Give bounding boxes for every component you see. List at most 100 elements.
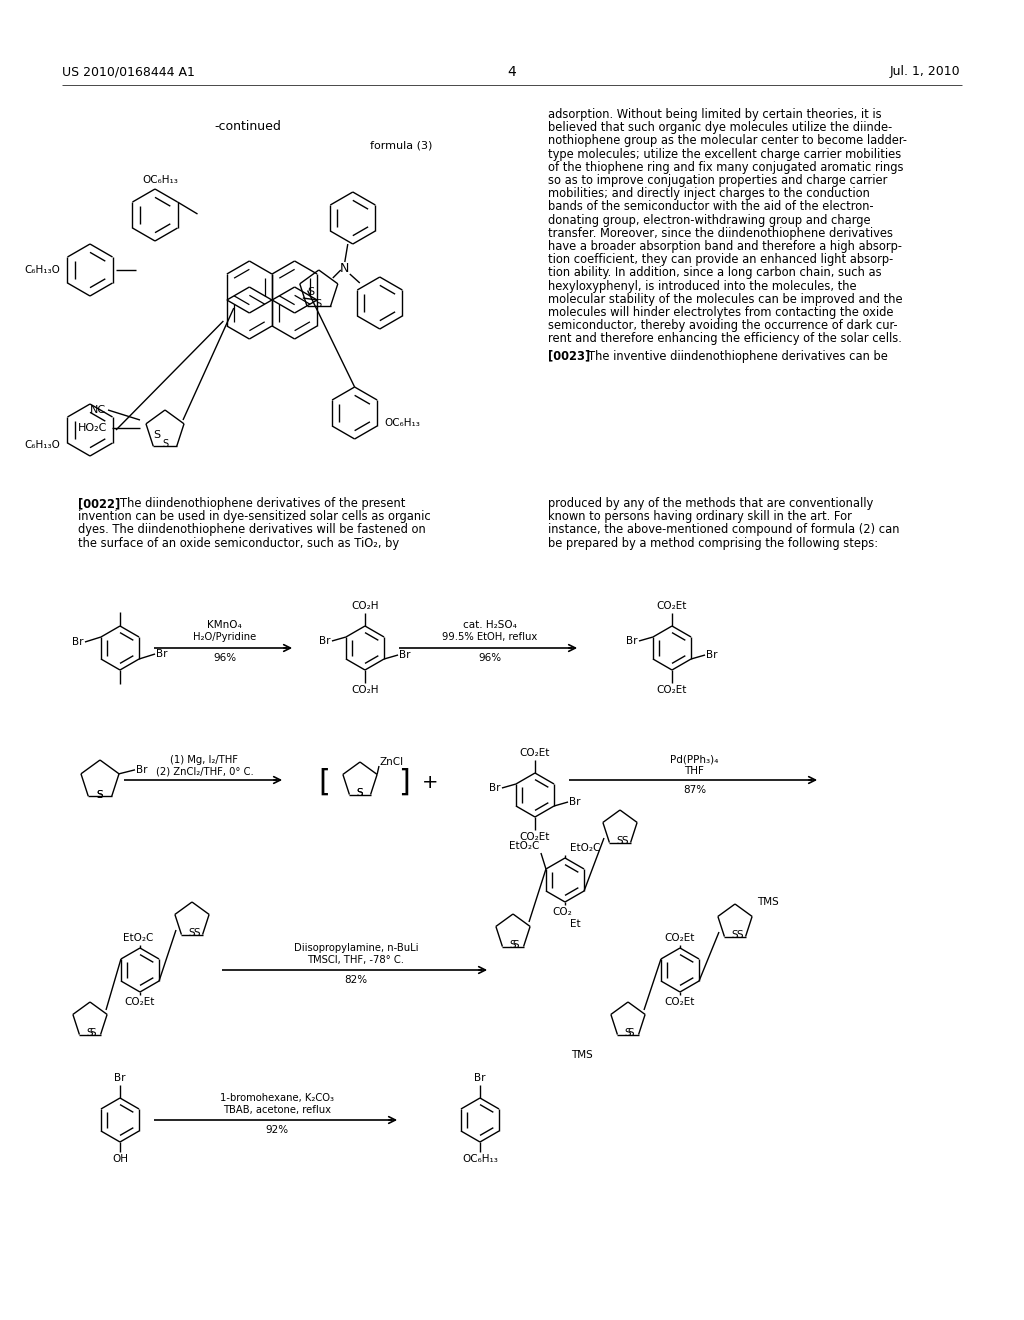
Text: CO₂Et: CO₂Et xyxy=(665,933,695,942)
Text: have a broader absorption band and therefore a high absorp-: have a broader absorption band and there… xyxy=(548,240,902,253)
Text: Br: Br xyxy=(627,636,638,645)
Text: [0023]: [0023] xyxy=(548,350,590,363)
Text: S: S xyxy=(732,931,738,940)
Text: (2) ZnCl₂/THF, 0° C.: (2) ZnCl₂/THF, 0° C. xyxy=(156,767,253,777)
Text: Br: Br xyxy=(319,636,331,645)
Text: nothiophene group as the molecular center to become ladder-: nothiophene group as the molecular cente… xyxy=(548,135,907,148)
Text: S: S xyxy=(307,286,314,297)
Text: C₆H₁₃O: C₆H₁₃O xyxy=(25,440,60,450)
Text: rent and therefore enhancing the efficiency of the solar cells.: rent and therefore enhancing the efficie… xyxy=(548,333,902,346)
Text: Br: Br xyxy=(115,1073,126,1082)
Text: molecules will hinder electrolytes from contacting the oxide: molecules will hinder electrolytes from … xyxy=(548,306,894,319)
Text: S: S xyxy=(628,1028,634,1038)
Text: TMSCl, THF, -78° C.: TMSCl, THF, -78° C. xyxy=(307,954,404,965)
Text: [0022]: [0022] xyxy=(78,498,120,510)
Text: semiconductor, thereby avoiding the occurrence of dark cur-: semiconductor, thereby avoiding the occu… xyxy=(548,319,898,333)
Text: H₂O/Pyridine: H₂O/Pyridine xyxy=(193,632,256,642)
Text: 82%: 82% xyxy=(344,975,368,985)
Text: Et: Et xyxy=(569,919,581,929)
Text: molecular stability of the molecules can be improved and the: molecular stability of the molecules can… xyxy=(548,293,902,306)
Text: adsorption. Without being limited by certain theories, it is: adsorption. Without being limited by cer… xyxy=(548,108,882,121)
Text: Jul. 1, 2010: Jul. 1, 2010 xyxy=(890,66,961,78)
Text: CO₂: CO₂ xyxy=(552,907,571,917)
Text: EtO₂C: EtO₂C xyxy=(123,933,154,942)
Text: KMnO₄: KMnO₄ xyxy=(207,620,242,630)
Text: N: N xyxy=(340,261,349,275)
Text: Br: Br xyxy=(489,783,501,793)
Text: Br: Br xyxy=(136,764,147,775)
Text: CO₂Et: CO₂Et xyxy=(656,685,687,696)
Text: CO₂Et: CO₂Et xyxy=(520,832,550,842)
Text: tion coefficient, they can provide an enhanced light absorp-: tion coefficient, they can provide an en… xyxy=(548,253,893,267)
Text: S: S xyxy=(194,928,201,939)
Text: Br: Br xyxy=(399,649,411,660)
Text: Diisopropylamine, n-BuLi: Diisopropylamine, n-BuLi xyxy=(294,942,418,953)
Text: EtO₂C: EtO₂C xyxy=(509,841,539,851)
Text: S: S xyxy=(96,789,103,800)
Text: CO₂Et: CO₂Et xyxy=(520,748,550,758)
Text: Br: Br xyxy=(569,797,581,807)
Text: instance, the above-mentioned compound of formula (2) can: instance, the above-mentioned compound o… xyxy=(548,524,899,536)
Text: OC₆H₁₃: OC₆H₁₃ xyxy=(462,1154,498,1164)
Text: S: S xyxy=(96,789,103,800)
Text: S: S xyxy=(736,931,743,940)
Text: CO₂Et: CO₂Et xyxy=(665,997,695,1007)
Text: Pd(PPh₃)₄: Pd(PPh₃)₄ xyxy=(671,754,719,764)
Text: invention can be used in dye-sensitized solar cells as organic: invention can be used in dye-sensitized … xyxy=(78,511,431,523)
Text: S: S xyxy=(87,1028,93,1039)
Text: S: S xyxy=(622,836,629,846)
Text: 96%: 96% xyxy=(478,653,501,663)
Text: 4: 4 xyxy=(508,65,516,79)
Text: C₆H₁₃O: C₆H₁₃O xyxy=(25,265,60,275)
Text: formula (3): formula (3) xyxy=(370,140,432,150)
Text: TMS: TMS xyxy=(757,898,778,907)
Text: dyes. The diindenothiophene derivatives will be fastened on: dyes. The diindenothiophene derivatives … xyxy=(78,524,426,536)
Text: EtO₂C: EtO₂C xyxy=(570,843,600,853)
Text: hexyloxyphenyl, is introduced into the molecules, the: hexyloxyphenyl, is introduced into the m… xyxy=(548,280,857,293)
Text: mobilities; and directly inject charges to the conduction: mobilities; and directly inject charges … xyxy=(548,187,869,201)
Text: -continued: -continued xyxy=(215,120,282,133)
Text: S: S xyxy=(162,440,168,449)
Text: S: S xyxy=(356,788,364,799)
Text: bands of the semiconductor with the aid of the electron-: bands of the semiconductor with the aid … xyxy=(548,201,873,214)
Text: S: S xyxy=(188,928,196,939)
Text: transfer. Moreover, since the diindenothiophene derivatives: transfer. Moreover, since the diindenoth… xyxy=(548,227,893,240)
Text: 92%: 92% xyxy=(265,1125,289,1135)
Text: S: S xyxy=(616,837,624,846)
Text: US 2010/0168444 A1: US 2010/0168444 A1 xyxy=(62,66,195,78)
Text: (1) Mg, I₂/THF: (1) Mg, I₂/THF xyxy=(171,755,239,766)
Text: so as to improve conjugation properties and charge carrier: so as to improve conjugation properties … xyxy=(548,174,888,187)
Text: Br: Br xyxy=(474,1073,485,1082)
Text: 96%: 96% xyxy=(213,653,237,663)
Text: 1-bromohexane, K₂CO₃: 1-bromohexane, K₂CO₃ xyxy=(220,1093,334,1104)
Text: be prepared by a method comprising the following steps:: be prepared by a method comprising the f… xyxy=(548,537,879,549)
Text: [: [ xyxy=(318,767,330,796)
Text: NC: NC xyxy=(90,405,106,414)
Text: HO₂C: HO₂C xyxy=(78,422,108,433)
Text: known to persons having ordinary skill in the art. For: known to persons having ordinary skill i… xyxy=(548,511,852,523)
Text: CO₂Et: CO₂Et xyxy=(656,601,687,611)
Text: cat. H₂SO₄: cat. H₂SO₄ xyxy=(463,620,516,630)
Text: CO₂H: CO₂H xyxy=(351,685,379,696)
Text: ]: ] xyxy=(398,767,410,796)
Text: donating group, electron-withdrawing group and charge: donating group, electron-withdrawing gro… xyxy=(548,214,870,227)
Text: THF: THF xyxy=(685,766,705,776)
Text: Br: Br xyxy=(73,638,84,647)
Text: S: S xyxy=(154,430,161,440)
Text: CO₂Et: CO₂Et xyxy=(125,997,156,1007)
Text: S: S xyxy=(90,1028,96,1038)
Text: of the thiophene ring and fix many conjugated aromatic rings: of the thiophene ring and fix many conju… xyxy=(548,161,903,174)
Text: OC₆H₁₃: OC₆H₁₃ xyxy=(142,176,178,185)
Text: 99.5% EtOH, reflux: 99.5% EtOH, reflux xyxy=(442,632,538,642)
Text: CO₂H: CO₂H xyxy=(351,601,379,611)
Text: TMS: TMS xyxy=(571,1049,593,1060)
Text: OC₆H₁₃: OC₆H₁₃ xyxy=(385,418,421,428)
Text: Br: Br xyxy=(156,649,168,659)
Text: believed that such organic dye molecules utilize the diinde-: believed that such organic dye molecules… xyxy=(548,121,892,135)
Text: +: + xyxy=(422,772,438,792)
Text: The inventive diindenothiophene derivatives can be: The inventive diindenothiophene derivati… xyxy=(588,350,888,363)
Text: S: S xyxy=(625,1028,632,1039)
Text: S: S xyxy=(510,940,516,950)
Text: type molecules; utilize the excellent charge carrier mobilities: type molecules; utilize the excellent ch… xyxy=(548,148,901,161)
Text: produced by any of the methods that are conventionally: produced by any of the methods that are … xyxy=(548,498,873,510)
